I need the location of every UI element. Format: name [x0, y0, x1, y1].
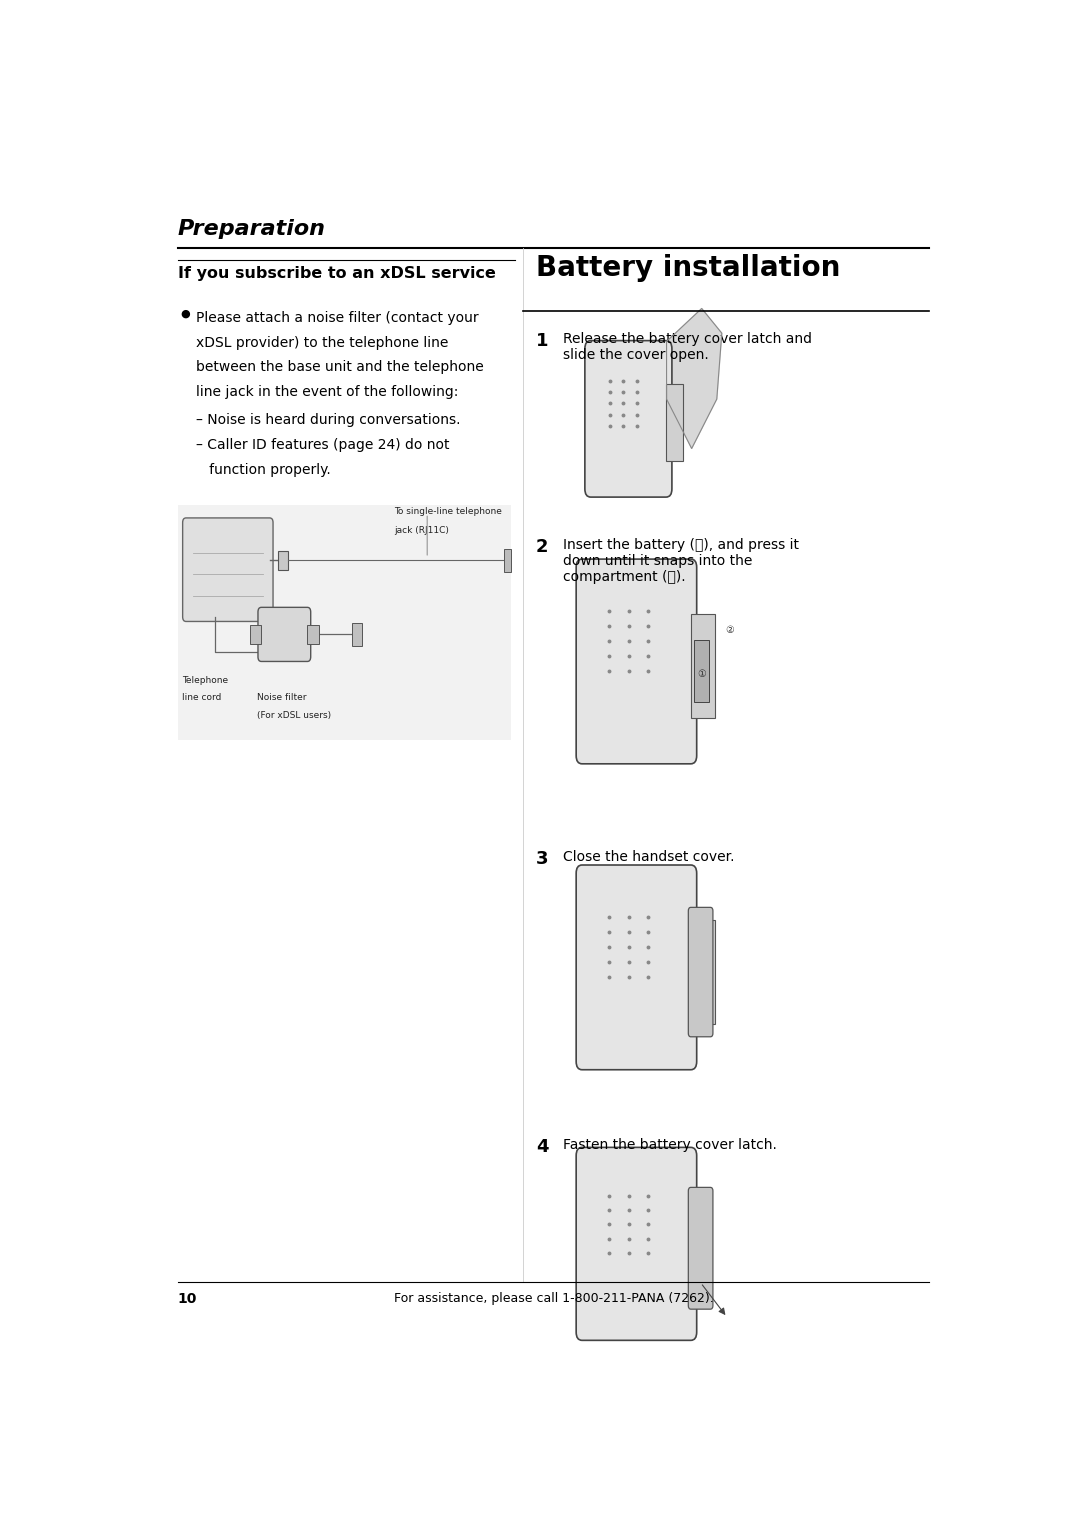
Text: function properly.: function properly. [197, 463, 330, 477]
Text: Preparation: Preparation [177, 219, 326, 238]
Text: If you subscribe to an xDSL service: If you subscribe to an xDSL service [177, 266, 496, 281]
Bar [666, 384, 683, 461]
Text: xDSL provider) to the telephone line: xDSL provider) to the telephone line [197, 336, 448, 350]
Text: line jack in the event of the following:: line jack in the event of the following: [197, 385, 458, 399]
FancyBboxPatch shape [258, 607, 311, 662]
Bar [691, 920, 715, 1024]
Polygon shape [666, 309, 721, 449]
FancyBboxPatch shape [576, 865, 697, 1070]
Text: ②: ② [726, 625, 734, 636]
Text: line cord: line cord [181, 694, 221, 703]
Text: Insert the battery (ⓘ), and press it
down until it snaps into the
compartment (ⓙ: Insert the battery (ⓘ), and press it dow… [563, 538, 799, 584]
Text: To single-line telephone: To single-line telephone [394, 507, 501, 516]
Text: Noise filter: Noise filter [257, 694, 307, 703]
Text: Battery installation: Battery installation [536, 254, 840, 283]
FancyBboxPatch shape [576, 559, 697, 764]
Text: 10: 10 [177, 1291, 197, 1306]
Bar [249, 625, 261, 643]
FancyBboxPatch shape [688, 1187, 713, 1309]
FancyBboxPatch shape [576, 1148, 697, 1340]
Text: Close the handset cover.: Close the handset cover. [563, 850, 734, 863]
Text: Fasten the battery cover latch.: Fasten the battery cover latch. [563, 1138, 777, 1152]
Text: Telephone: Telephone [181, 675, 228, 685]
Text: – Caller ID features (page 24) do not: – Caller ID features (page 24) do not [197, 439, 449, 452]
Text: 1: 1 [536, 332, 549, 350]
Text: 3: 3 [536, 850, 549, 868]
Bar [308, 625, 319, 643]
Text: 2: 2 [536, 538, 549, 556]
FancyBboxPatch shape [688, 908, 713, 1038]
Text: Release the battery cover latch and
slide the cover open.: Release the battery cover latch and slid… [563, 332, 812, 362]
Text: (For xDSL users): (For xDSL users) [257, 711, 332, 720]
Text: jack (RJ11C): jack (RJ11C) [394, 526, 448, 535]
Bar [177, 504, 511, 740]
Bar [352, 622, 362, 646]
Text: For assistance, please call 1-800-211-PANA (7262).: For assistance, please call 1-800-211-PA… [393, 1291, 714, 1305]
FancyBboxPatch shape [183, 518, 273, 622]
Bar [694, 640, 708, 703]
Text: ●: ● [180, 309, 190, 318]
Text: – Noise is heard during conversations.: – Noise is heard during conversations. [197, 413, 460, 428]
Text: between the base unit and the telephone: between the base unit and the telephone [197, 361, 484, 374]
Text: 4: 4 [536, 1138, 549, 1157]
Bar [278, 552, 288, 570]
FancyBboxPatch shape [585, 341, 672, 497]
Bar [691, 614, 715, 718]
Text: Please attach a noise filter (contact your: Please attach a noise filter (contact yo… [197, 310, 478, 325]
Bar [504, 549, 511, 571]
Text: ①: ① [698, 669, 706, 680]
